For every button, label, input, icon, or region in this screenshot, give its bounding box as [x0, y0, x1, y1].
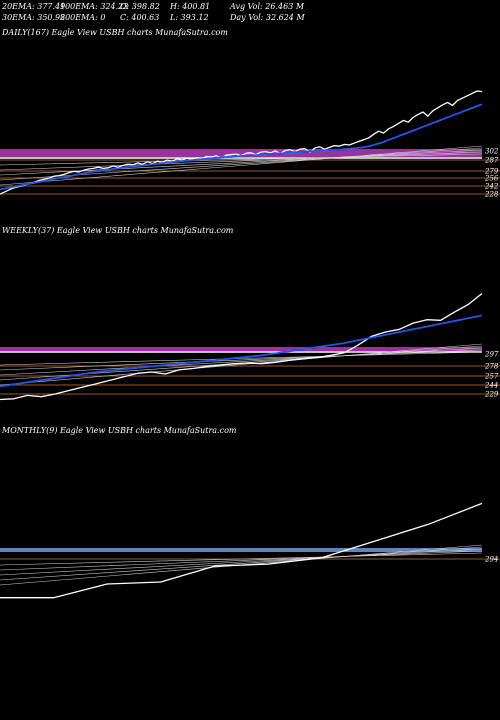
daily-ma-fan-line-4 — [0, 153, 483, 166]
weekly-ema-line — [0, 314, 483, 388]
monthly-ma-fan-line-4 — [0, 552, 483, 566]
monthly-tick-label-0: 294 — [484, 556, 498, 564]
stat-ema20: 20EMA: 377.49 — [2, 2, 66, 11]
weekly-ma-fan-line-0 — [0, 343, 483, 386]
stat-ema100: 100EMA: 324.23 — [60, 2, 129, 11]
monthly-ma-fan-line-1 — [0, 546, 483, 581]
daily-tick-label-2: 279 — [484, 168, 499, 176]
monthly-chart-title: MONTHLY(9) Eagle View USBH charts Munafa… — [2, 426, 237, 435]
weekly-tick-label-2: 257 — [484, 373, 499, 381]
daily-ma-fan-line-0 — [0, 145, 483, 186]
stat-ema30: 30EMA: 350.98 — [2, 13, 66, 22]
stat-high: H: 400.81 — [170, 2, 211, 11]
weekly-tick-label-3: 244 — [484, 382, 498, 390]
weekly-ma-fan-line-3 — [0, 349, 483, 371]
stat-ema200: 200EMA: 0 — [60, 13, 106, 22]
weekly-ma-fan-line-2 — [0, 347, 483, 376]
daily-tick-label-3: 256 — [484, 175, 499, 183]
daily-chart-title: DAILY(167) Eagle View USBH charts Munafa… — [2, 28, 228, 37]
daily-price-line — [0, 90, 483, 195]
stat-avgvol: Avg Vol: 26.463 M — [230, 2, 305, 11]
stat-open: O: 398.82 — [120, 2, 160, 11]
daily-tick-label-5: 228 — [484, 191, 499, 199]
weekly-tick-label-4: 229 — [484, 391, 499, 399]
daily-ma-fan-line-3 — [0, 151, 483, 171]
weekly-price-line — [0, 292, 483, 401]
stat-dayvol: Day Vol: 32.624 M — [230, 13, 305, 22]
weekly-chart-title: WEEKLY(37) Eagle View USBH charts Munafa… — [2, 226, 234, 235]
stat-close: C: 400.63 — [120, 13, 160, 22]
monthly-price-line — [0, 502, 483, 599]
weekly-tick-label-1: 278 — [484, 363, 499, 371]
monthly-ma-fan-line-2 — [0, 548, 483, 576]
daily-tick-label-1: 287 — [484, 157, 499, 165]
daily-tick-label-0: 302 — [485, 148, 499, 156]
stat-low: L: 393.12 — [170, 13, 209, 22]
daily-ema-line — [0, 103, 483, 191]
daily-tick-label-4: 242 — [484, 183, 499, 191]
monthly-ma-fan-line-3 — [0, 550, 483, 571]
weekly-tick-label-0: 297 — [484, 351, 499, 359]
weekly-ma-fan-line-4 — [0, 351, 483, 366]
